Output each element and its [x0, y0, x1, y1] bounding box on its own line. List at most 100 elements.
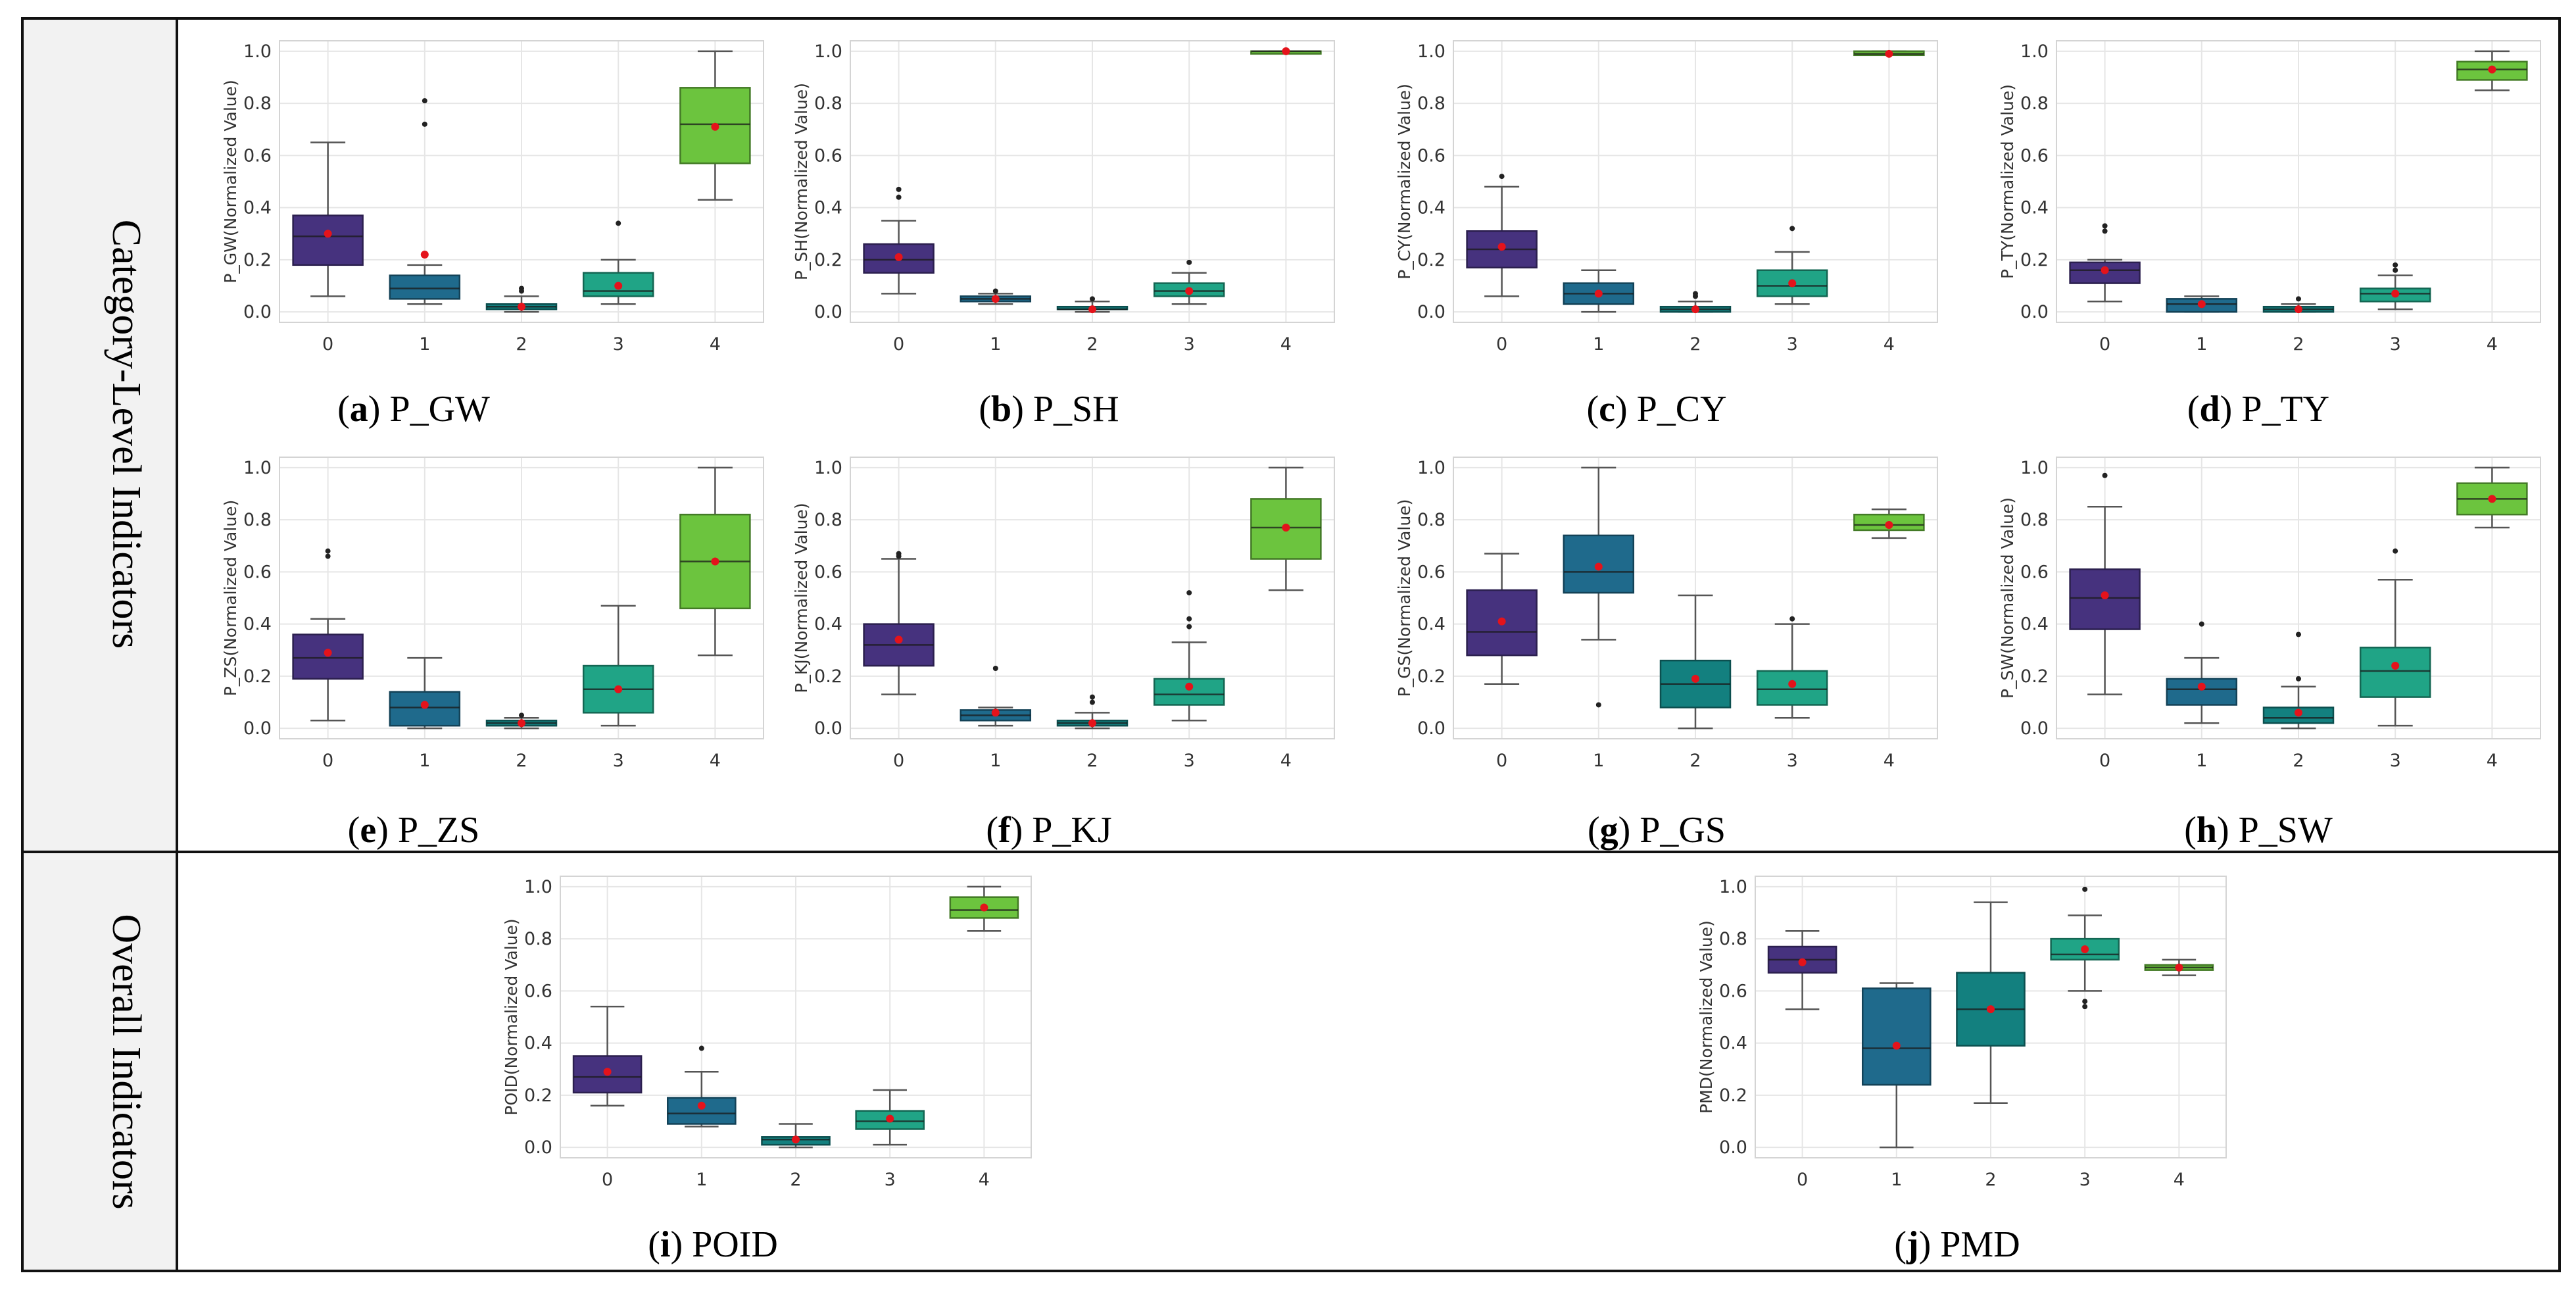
y-tick-label: 0.6: [1417, 145, 1446, 166]
caption-name: P_GW: [389, 389, 490, 430]
outlier-point: [2082, 999, 2088, 1005]
box-g-cat-4: [1853, 509, 1925, 539]
y-tick-label: 0.6: [2020, 145, 2049, 166]
y-tick-label: 1.0: [814, 458, 842, 478]
x-tick-label: 4: [2174, 1170, 2185, 1190]
box-iqr: [1466, 589, 1538, 657]
y-tick-label: 0.8: [1417, 510, 1446, 530]
panel-caption: (i) POID: [648, 1224, 778, 1265]
outlier-point: [896, 551, 902, 557]
box-f-cat-1: [960, 666, 1032, 727]
mean-marker: [614, 685, 623, 693]
mean-marker: [980, 903, 988, 912]
caption-close-paren: ): [1618, 810, 1640, 851]
caption-letter: c: [1599, 389, 1615, 430]
box-f-cat-4: [1250, 466, 1322, 591]
outlier-point: [1789, 616, 1795, 622]
mean-marker: [2391, 289, 2400, 298]
chart-panel-b: 0.0 0.2 0.4 0.6 0.8 1.0 0 1 2 3 4 P_SH(Normalized V…: [792, 40, 1335, 430]
caption-close-paren: ): [1011, 810, 1033, 851]
caption-open-paren: (: [986, 810, 998, 851]
panel-caption: (e) P_ZS: [348, 810, 480, 851]
x-tick-label: 0: [602, 1170, 613, 1190]
y-tick-label: 0.2: [814, 666, 842, 687]
y-tick-label: 0.6: [1719, 981, 1747, 1001]
chart-panel-i: 0.0 0.2 0.4 0.6 0.8 1.0 0 1 2 3 4 POID(Normalized V…: [502, 876, 1032, 1265]
x-tick-label: 3: [2390, 334, 2401, 355]
mean-marker: [2197, 300, 2206, 309]
mean-marker: [420, 250, 429, 259]
outlier-point: [325, 553, 331, 559]
y-tick-label: 0.0: [1719, 1137, 1747, 1158]
x-tick-label: 4: [2487, 751, 2498, 771]
y-axis-label: P_KJ(Normalized Value): [792, 503, 811, 693]
outlier-point: [1090, 694, 1095, 700]
box-i-cat-1: [666, 1045, 737, 1128]
x-tick-label: 4: [1883, 334, 1895, 355]
caption-letter: a: [350, 389, 368, 430]
box-h-cat-0: [2069, 472, 2141, 695]
box-a-cat-4: [679, 50, 751, 201]
outlier-point: [422, 121, 427, 127]
caption-open-paren: (: [2184, 810, 2197, 851]
box-h-cat-2: [2262, 632, 2335, 730]
box-iqr: [2069, 261, 2141, 284]
y-tick-label: 0.2: [1719, 1085, 1747, 1106]
y-tick-label: 0.4: [814, 198, 842, 218]
caption-letter: i: [660, 1224, 671, 1265]
outlier-point: [1090, 699, 1095, 705]
y-tick-label: 0.0: [1417, 302, 1446, 322]
caption-letter: d: [2200, 389, 2220, 430]
plot-frame: [279, 40, 764, 323]
mean-marker: [518, 303, 525, 311]
outlier-point: [325, 548, 331, 554]
y-tick-label: 0.2: [243, 250, 272, 270]
panel-caption: (d) P_TY: [2187, 389, 2329, 430]
y-tick-label: 0.2: [2020, 250, 2049, 270]
outlier-point: [519, 286, 524, 291]
mean-marker: [894, 635, 903, 644]
y-tick-label: 0.2: [524, 1085, 552, 1106]
outlier-point: [1693, 291, 1698, 297]
chart-panel-e: 0.0 0.2 0.4 0.6 0.8 1.0 0 1 2 3 4 P_ZS(Normalized V…: [221, 457, 764, 851]
y-tick-label: 0.0: [243, 718, 272, 739]
y-tick-label: 0.8: [243, 510, 272, 530]
x-tick-label: 4: [1280, 334, 1292, 355]
caption-letter: b: [991, 389, 1011, 430]
box-d-cat-1: [2166, 295, 2238, 313]
y-tick-label: 0.4: [243, 198, 272, 218]
outlier-point: [2082, 886, 2088, 892]
panel-caption: (f) P_KJ: [986, 810, 1111, 851]
x-tick-label: 2: [1985, 1170, 1996, 1190]
y-tick-label: 0.0: [814, 718, 842, 739]
y-tick-label: 0.6: [814, 145, 842, 166]
x-tick-label: 4: [979, 1170, 990, 1190]
mean-marker: [711, 557, 719, 566]
caption-letter: h: [2197, 810, 2217, 851]
mean-marker: [324, 230, 332, 238]
box-d-cat-0: [2069, 223, 2141, 303]
x-tick-label: 1: [990, 751, 1001, 771]
x-tick-label: 3: [2079, 1170, 2091, 1190]
box-iqr: [1861, 987, 1932, 1086]
y-axis-label: P_GS(Normalized Value): [1395, 499, 1414, 697]
outlier-point: [422, 98, 427, 104]
panel-caption: (j) PMD: [1894, 1224, 2020, 1265]
outlier-point: [992, 666, 998, 671]
box-c-cat-3: [1756, 226, 1828, 305]
caption-close-paren: ): [1011, 389, 1033, 430]
y-tick-label: 0.4: [2020, 614, 2049, 635]
box-g-cat-2: [1659, 594, 1732, 730]
box-f-cat-3: [1153, 590, 1225, 722]
mean-marker: [2101, 591, 2109, 600]
chart-panel-g: 0.0 0.2 0.4 0.6 0.8 1.0 0 1 2 3 4 P_GS(Normalized V…: [1395, 457, 1938, 851]
mean-marker: [1691, 305, 1699, 314]
box-i-cat-3: [855, 1089, 925, 1146]
plot-frame: [850, 457, 1335, 739]
outlier-point: [2296, 296, 2301, 302]
panel-caption: (c) P_CY: [1586, 389, 1726, 430]
box-e-cat-2: [485, 712, 558, 730]
caption-name: P_CY: [1637, 389, 1727, 430]
figure-layout: Category-Level Indicators Overall Indica…: [21, 17, 2561, 1272]
y-tick-label: 0.2: [2020, 666, 2049, 687]
